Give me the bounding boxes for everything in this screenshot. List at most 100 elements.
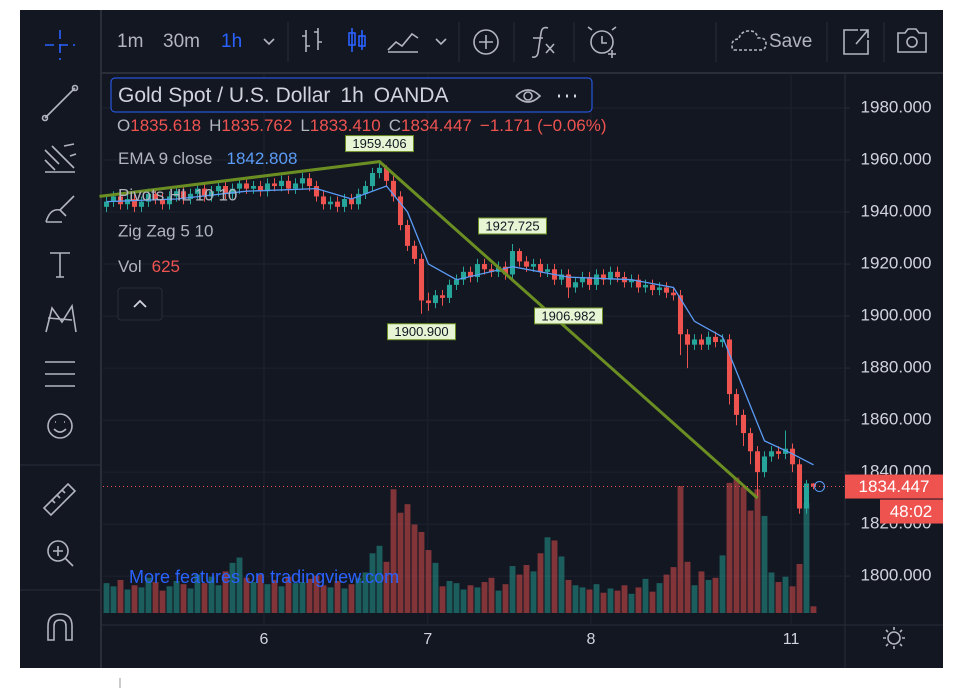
fullscreen-icon[interactable] (843, 29, 869, 55)
save-button[interactable]: Save (769, 31, 812, 52)
pivot-label-bg (534, 307, 603, 325)
candle-body (565, 274, 572, 288)
candle-body (103, 201, 110, 207)
ohlc-legend: O1835.618 H1835.762 L1833.410 C1834.447 −1.1… (117, 116, 607, 135)
collapse-button[interactable] (117, 287, 163, 321)
trendline-icon[interactable] (71, 84, 79, 92)
settings-icon[interactable] (887, 631, 901, 645)
alert-icon[interactable] (587, 26, 617, 58)
zoom-icon[interactable] (47, 540, 69, 562)
collapse-icon[interactable] (133, 299, 147, 308)
alert-icon[interactable] (590, 30, 614, 54)
visibility-icon[interactable] (515, 89, 542, 103)
settings-icon[interactable] (883, 627, 905, 649)
compare-icon[interactable] (473, 29, 499, 55)
candle-body (313, 186, 320, 197)
compare-icon[interactable] (479, 35, 493, 49)
brush-icon[interactable] (45, 195, 75, 223)
dropdown-icon[interactable] (435, 38, 447, 46)
volume-bar (390, 489, 397, 613)
symbol-title: Gold Spot / U.S. Dollar 1h OANDA (118, 84, 448, 107)
candle-body (299, 178, 306, 184)
pivot-label-bg (387, 323, 456, 341)
fib-icon[interactable] (44, 143, 77, 173)
volume-bar (180, 584, 187, 613)
candle-body (243, 183, 250, 189)
volume-bar (348, 584, 355, 613)
visibility-icon[interactable] (523, 91, 533, 101)
volume-bar (313, 575, 320, 613)
indicators-icon[interactable] (531, 26, 555, 58)
volume-bar (397, 512, 404, 613)
indicator-zigzag[interactable]: Zig Zag 5 10 (118, 221, 213, 240)
left-toolbar (41, 30, 79, 641)
trendline-icon[interactable] (41, 114, 49, 122)
y-tick-label: 1880.000 (861, 358, 932, 377)
volume-bar (320, 585, 327, 613)
camera-icon[interactable] (906, 36, 918, 48)
volume-bar (621, 585, 628, 613)
interval-button[interactable]: 1m (117, 31, 143, 52)
candle-body (726, 339, 733, 395)
candle-body (537, 264, 544, 272)
volume-bar (236, 557, 243, 613)
text-icon[interactable] (50, 252, 70, 278)
volume-bar (558, 556, 565, 613)
panel-bg (20, 10, 943, 668)
dropdown-icon[interactable] (263, 38, 275, 46)
ruler-icon[interactable] (42, 482, 77, 517)
volume-bar (740, 487, 747, 613)
volume-bar (446, 581, 453, 613)
camera-icon[interactable] (897, 28, 927, 53)
indicator-vol[interactable]: Vol 625 (118, 257, 180, 276)
candles-icon[interactable] (348, 32, 356, 46)
prediction-icon[interactable] (45, 361, 75, 387)
symbol-box[interactable] (110, 77, 593, 113)
volume-bar (418, 531, 425, 613)
indicator-pivots[interactable]: Pivots HL 10 10 (118, 185, 237, 204)
area-icon[interactable] (387, 32, 419, 53)
candle-body (278, 180, 285, 187)
pattern-icon[interactable] (45, 303, 77, 333)
candle-body (131, 199, 138, 207)
indicator-name: Vol (118, 257, 142, 276)
zoom-icon[interactable] (53, 546, 74, 567)
candle-body (215, 186, 222, 192)
candle-body (404, 225, 411, 246)
volume-bar (761, 515, 768, 613)
indicator-ema[interactable]: EMA 9 close 1842.808 (118, 149, 297, 168)
candle-body (670, 292, 677, 296)
interval-button[interactable]: 1h (221, 31, 242, 52)
volume-bar (754, 489, 761, 613)
volume-bar (278, 586, 285, 613)
candle-body (432, 295, 439, 304)
bars-icon[interactable] (302, 28, 322, 52)
ohlc-value: 1835.618 (130, 116, 201, 135)
volume-bar (481, 582, 488, 613)
volume-bar (411, 524, 418, 613)
promo-link[interactable]: More features on tradingview.com (129, 567, 399, 587)
candle-body (250, 186, 257, 189)
candle-body (166, 196, 173, 205)
candle-body (348, 199, 355, 205)
candle-body (306, 178, 313, 187)
settings (883, 627, 905, 649)
emoji-icon[interactable] (47, 413, 73, 439)
volume-bar (341, 588, 348, 613)
volume-bar (747, 510, 754, 613)
candle-body (586, 277, 593, 285)
magnet-icon[interactable] (47, 613, 73, 641)
emoji-icon[interactable] (53, 421, 67, 433)
volume-bar (131, 585, 138, 613)
cloud-icon[interactable] (731, 30, 767, 51)
candles-icon[interactable] (358, 35, 366, 47)
candle-body (376, 167, 383, 174)
candle-body (467, 271, 474, 278)
trendline-icon[interactable] (44, 87, 76, 119)
volume-bar (376, 545, 383, 613)
crosshair-icon[interactable] (45, 30, 75, 60)
interval-button[interactable]: 30m (163, 31, 200, 52)
candle-body (285, 180, 292, 189)
volume-bar (635, 587, 642, 613)
candle-body (663, 287, 670, 293)
